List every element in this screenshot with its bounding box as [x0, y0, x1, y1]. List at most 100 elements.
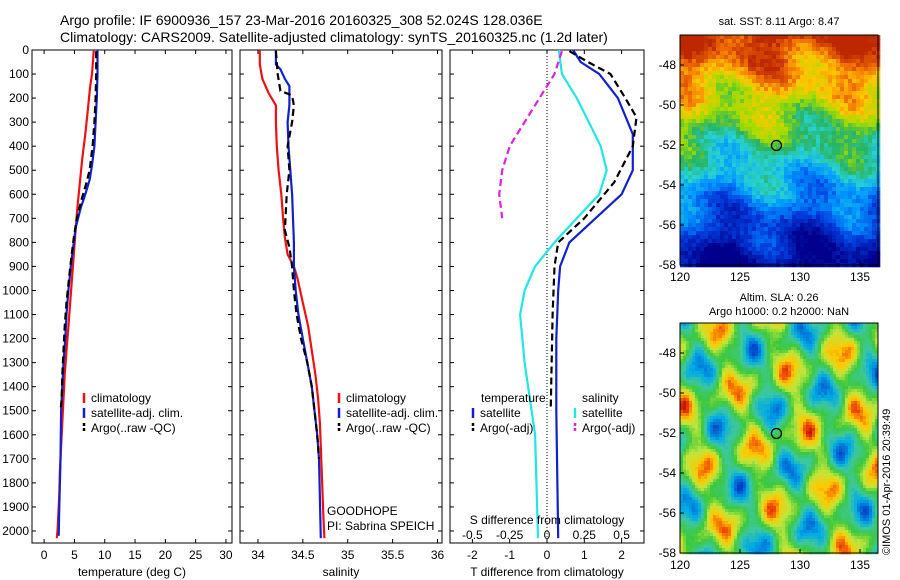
map-cell — [737, 548, 741, 552]
map-cell — [776, 183, 781, 188]
map-cell — [716, 203, 721, 208]
map-cell — [800, 235, 805, 240]
map-cell — [792, 111, 797, 116]
map-cell — [746, 362, 750, 366]
map-cell — [710, 500, 714, 504]
map-cell — [788, 195, 793, 200]
map-cell — [840, 75, 845, 80]
map-cell — [743, 494, 747, 498]
map-cell — [832, 147, 837, 152]
map-cell — [716, 231, 721, 236]
map-cell — [710, 338, 714, 342]
map-cell — [804, 83, 809, 88]
map-cell — [698, 350, 702, 354]
map-cell — [698, 503, 702, 507]
map-cell — [716, 195, 721, 200]
map-cell — [683, 449, 687, 453]
x-tick-label: 10 — [98, 548, 112, 562]
map-cell — [768, 211, 773, 216]
map-cell — [744, 111, 749, 116]
map-cell — [776, 135, 781, 140]
map-cell — [707, 419, 711, 423]
map-cell — [710, 401, 714, 405]
map-cell — [828, 139, 833, 144]
map-cell — [740, 443, 744, 447]
map-cell — [708, 211, 713, 216]
map-cell — [848, 63, 853, 68]
map-cell — [788, 139, 793, 144]
map-cell — [698, 497, 702, 501]
map-cell — [692, 419, 696, 423]
map-cell — [764, 135, 769, 140]
map-cell — [832, 223, 837, 228]
map-cell — [744, 99, 749, 104]
map-cell — [788, 87, 793, 92]
map-cell — [872, 191, 877, 196]
map-cell — [764, 147, 769, 152]
map-cell — [689, 548, 693, 552]
map-cell — [760, 187, 765, 192]
map-cell — [800, 103, 805, 108]
map-cell — [856, 259, 861, 264]
map-cell — [713, 500, 717, 504]
map-cell — [740, 215, 745, 220]
map-cell — [696, 47, 701, 52]
map-cell — [800, 231, 805, 236]
map-cell — [868, 127, 873, 132]
map-cell — [856, 195, 861, 200]
map-cell — [860, 171, 865, 176]
map-cell — [772, 127, 777, 132]
map-cell — [731, 431, 735, 435]
map-cell — [740, 183, 745, 188]
map-cell — [692, 431, 696, 435]
map-cell — [725, 527, 729, 531]
map-cell — [796, 67, 801, 72]
map-cell — [713, 395, 717, 399]
map-cell — [725, 509, 729, 513]
map-cell — [743, 356, 747, 360]
map-cell — [792, 107, 797, 112]
map-cell — [816, 203, 821, 208]
map-cell — [848, 167, 853, 172]
y-tick-label: 300 — [9, 115, 29, 129]
map-cell — [743, 524, 747, 528]
map-cell — [692, 503, 696, 507]
map-cell — [852, 147, 857, 152]
map-cell — [720, 207, 725, 212]
map-cell — [732, 235, 737, 240]
map-cell — [784, 167, 789, 172]
map-cell — [752, 187, 757, 192]
map-cell — [689, 395, 693, 399]
map-cell — [836, 191, 841, 196]
map-cell — [692, 446, 696, 450]
map-cell — [731, 443, 735, 447]
map-cell — [688, 179, 693, 184]
map-cell — [804, 103, 809, 108]
map-cell — [749, 467, 753, 471]
map-cell — [684, 219, 689, 224]
map-cell — [680, 338, 684, 342]
map-cell — [808, 239, 813, 244]
map-cell — [808, 135, 813, 140]
map-cell — [836, 175, 841, 180]
map-cell — [820, 99, 825, 104]
map-cell — [696, 187, 701, 192]
map-cell — [760, 235, 765, 240]
map-cell — [716, 147, 721, 152]
map-cell — [804, 207, 809, 212]
map-cell — [756, 187, 761, 192]
map-cell — [743, 485, 747, 489]
map-cell — [800, 59, 805, 64]
map-cell — [820, 203, 825, 208]
map-cell — [731, 500, 735, 504]
map-cell — [720, 187, 725, 192]
map-cell — [824, 231, 829, 236]
map-cell — [695, 341, 699, 345]
map-cell — [836, 123, 841, 128]
map-cell — [836, 79, 841, 84]
map-cell — [820, 159, 825, 164]
map-cell — [725, 329, 729, 333]
map-cell — [698, 356, 702, 360]
map-cell — [756, 215, 761, 220]
map-cell — [684, 87, 689, 92]
